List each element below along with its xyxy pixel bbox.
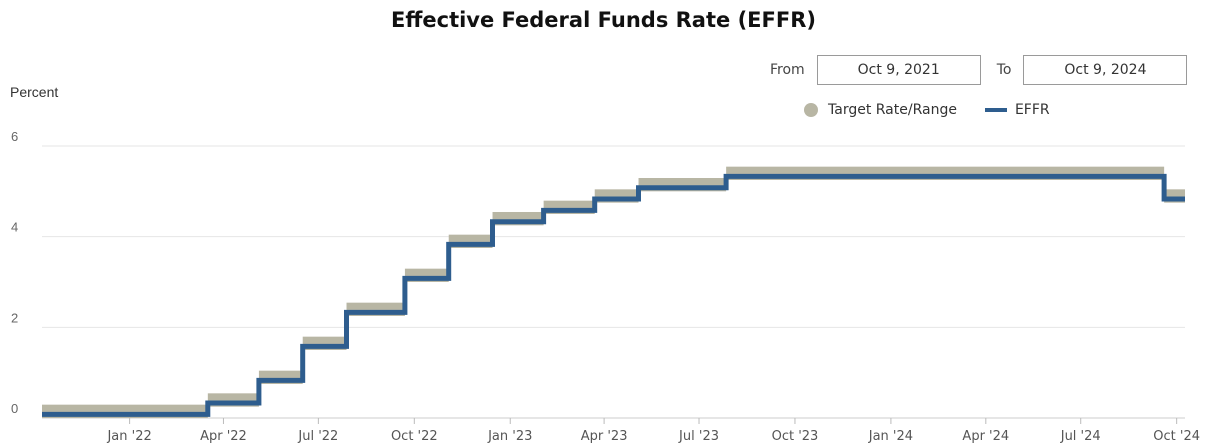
x-tick-label: Oct '24 [1153,429,1200,444]
x-tick-label: Oct '23 [772,429,819,444]
to-label: To [996,62,1012,78]
x-tick-label: Apr '24 [962,429,1009,444]
x-tick-label: Jan '22 [106,429,151,444]
to-date-input[interactable]: Oct 9, 2024 [1023,55,1188,85]
x-tick-label: Jan '23 [487,429,532,444]
x-tick-label: Oct '22 [391,429,438,444]
x-tick-label: Jul '24 [1060,429,1101,444]
x-tick-label: Apr '22 [200,429,247,444]
x-tick-label: Jul '22 [297,429,338,444]
series-target-range [42,166,1185,418]
legend-line-icon [984,108,1007,112]
x-axis: Jan '22 Apr '22 Jul '22 Oct '22 Jan '23 Apr '… [42,417,1200,444]
from-label: From [770,62,805,78]
y-tick-label: 0 [11,401,18,416]
legend-item-effr[interactable]: EFFR [984,102,1050,118]
y-axis-ticks: 0 2 4 6 [11,129,18,416]
x-tick-label: Jan '24 [868,429,913,444]
y-tick-label: 6 [11,129,18,144]
x-tick-label: Jul '23 [678,429,719,444]
series-effr-line [42,173,1185,417]
legend-label-effr: EFFR [1014,102,1050,118]
from-date-input[interactable]: Oct 9, 2021 [816,55,981,85]
chart-title: Effective Federal Funds Rate (EFFR) [391,8,816,32]
x-tick-label: Apr '23 [581,429,628,444]
y-tick-label: 2 [11,310,18,325]
grid-lines [42,145,1185,419]
legend-circle-icon [804,103,818,117]
chart-legend: Target Rate/Range EFFR [804,102,1078,118]
y-tick-label: 4 [11,220,18,235]
legend-item-target[interactable]: Target Rate/Range [804,102,957,118]
legend-label-target: Target Rate/Range [828,102,957,118]
date-range-selector: From Oct 9, 2021 To Oct 9, 2024 [770,55,1188,85]
y-axis-label: Percent [10,84,59,100]
series-group [42,166,1185,418]
